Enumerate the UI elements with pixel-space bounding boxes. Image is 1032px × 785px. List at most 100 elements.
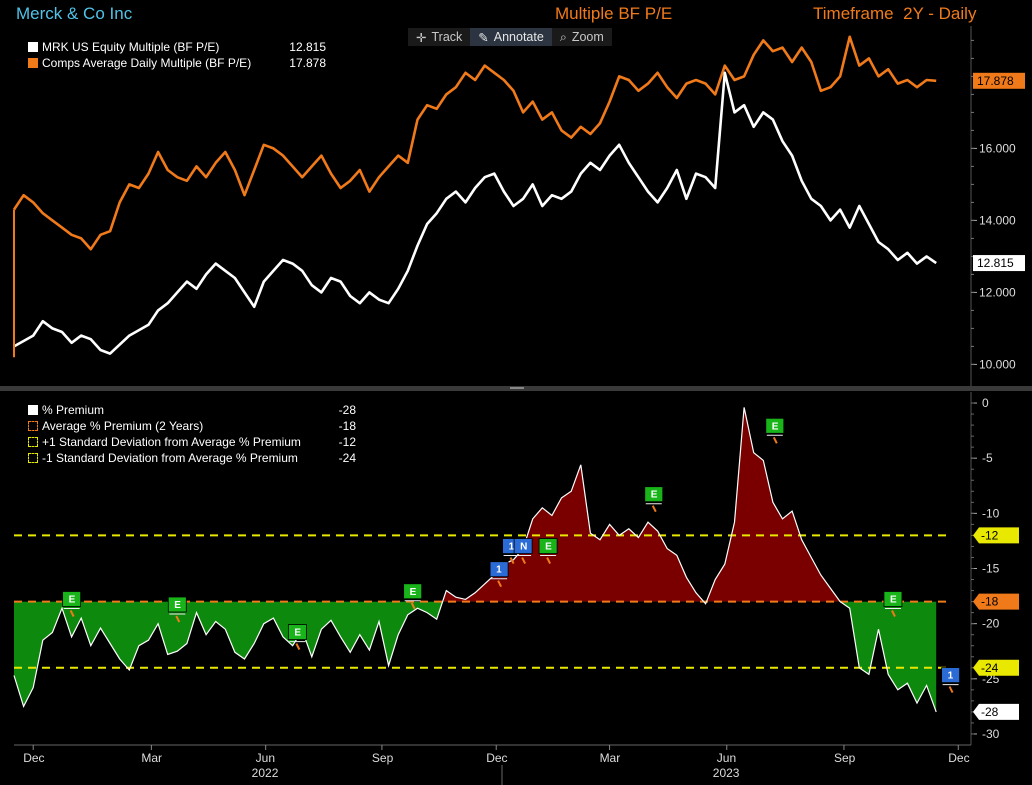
event-marker xyxy=(765,417,785,434)
minus-std-value-text: -24 xyxy=(981,661,999,675)
multiple-selector[interactable]: Multiple BF P/E xyxy=(555,4,672,24)
event-marker-pointer xyxy=(175,615,181,623)
event-marker-pointer xyxy=(521,557,527,564)
premium-line xyxy=(13,407,937,713)
legend-label-merck: MRK US Equity Multiple (BF P/E) xyxy=(42,40,220,54)
legend-swatch-comps xyxy=(28,58,38,68)
legend-premium[interactable]: % Premium -28 xyxy=(28,402,356,418)
event-marker-pointer xyxy=(410,602,416,610)
event-marker-pointer xyxy=(69,610,75,617)
x-month-label: Sep xyxy=(834,751,856,765)
legend-average[interactable]: Average % Premium (2 Years) -18 xyxy=(28,418,356,434)
event-marker xyxy=(403,583,423,600)
event-marker-pointer xyxy=(948,686,954,694)
bottom-ytick-label: -20 xyxy=(982,617,1000,631)
x-month-label: Dec xyxy=(23,751,44,765)
bottom-ytick-label: -5 xyxy=(982,451,993,465)
premium-area-above-average xyxy=(442,407,841,602)
legend-value-minus-std: -24 xyxy=(338,451,356,465)
legend-value-average: -18 xyxy=(338,419,356,433)
comps-multiple-line xyxy=(12,35,937,251)
legend-label-comps: Comps Average Daily Multiple (BF P/E) xyxy=(42,56,252,70)
legend-swatch-minus-std xyxy=(28,453,38,463)
event-marker-label: 1 xyxy=(948,671,954,682)
event-marker-label: 1 xyxy=(496,565,502,576)
magnifier-icon: ⌕ xyxy=(559,29,567,44)
legend-merck[interactable]: MRK US Equity Multiple (BF P/E) 12.815 xyxy=(28,39,326,55)
event-marker xyxy=(513,538,533,554)
top-ytick-label: 12.000 xyxy=(979,285,1016,299)
x-month-label: Dec xyxy=(486,751,507,765)
legend-swatch-merck xyxy=(28,42,38,52)
x-month-label: Mar xyxy=(141,751,162,765)
crosshair-icon: ✛ xyxy=(416,30,427,45)
event-marker-label: E xyxy=(890,594,897,605)
event-marker-label: E xyxy=(174,600,181,611)
timeframe-label: Timeframe xyxy=(813,4,894,23)
track-button[interactable]: ✛ Track xyxy=(408,28,470,46)
annotate-label: Annotate xyxy=(493,30,544,44)
comps-last-value-text: 17.878 xyxy=(977,74,1014,88)
x-month-label: Sep xyxy=(372,751,394,765)
x-month-label: Jun xyxy=(717,751,736,765)
annotate-button[interactable]: ✎ Annotate xyxy=(470,28,552,46)
bottom-ytick-label: -15 xyxy=(982,562,1000,576)
event-marker-label: 1 xyxy=(509,542,515,553)
panel-resize-handle xyxy=(510,387,524,389)
event-marker-label: E xyxy=(545,542,552,553)
event-marker xyxy=(287,624,307,640)
event-marker-pointer xyxy=(891,610,896,617)
top-ytick-label: 16.000 xyxy=(979,141,1016,155)
legend-swatch-average xyxy=(28,421,38,431)
event-marker-label: E xyxy=(651,490,658,501)
premium-area-below-average xyxy=(14,601,937,712)
event-marker xyxy=(167,596,187,613)
merck-last-value-text: 12.815 xyxy=(977,256,1014,270)
multiple-label: Multiple xyxy=(555,4,614,23)
event-marker xyxy=(883,591,903,607)
event-marker xyxy=(489,561,509,578)
premium-last-value-box xyxy=(973,703,1019,720)
top-ytick-label: 14.000 xyxy=(979,213,1016,227)
comps-last-value-box xyxy=(973,72,1025,89)
event-marker-label: E xyxy=(69,594,76,605)
x-month-label: Mar xyxy=(600,751,621,765)
timeframe-value: 2Y - Daily xyxy=(903,4,977,23)
merck-last-value-box xyxy=(973,255,1025,272)
legend-label-plus-std: +1 Standard Deviation from Average % Pre… xyxy=(42,435,301,449)
event-marker-label: E xyxy=(294,628,301,639)
plus-std-value-text: -12 xyxy=(981,528,999,542)
bottom-legend: % Premium -28 Average % Premium (2 Years… xyxy=(28,402,356,466)
event-marker-pointer xyxy=(509,557,515,564)
legend-swatch-premium xyxy=(28,405,38,415)
legend-value-merck: 12.815 xyxy=(289,40,326,54)
event-marker-pointer xyxy=(546,557,551,564)
zoom-label: Zoom xyxy=(571,30,604,44)
top-ytick-label: 10.000 xyxy=(979,357,1016,371)
multiple-value: BF P/E xyxy=(618,4,673,23)
minus-std-value-box xyxy=(973,659,1019,676)
event-marker-pointer xyxy=(295,643,301,651)
legend-label-minus-std: -1 Standard Deviation from Average % Pre… xyxy=(42,451,298,465)
x-month-label: Dec xyxy=(948,751,969,765)
event-marker-pointer xyxy=(772,436,778,444)
legend-value-plus-std: -12 xyxy=(338,435,356,449)
event-marker xyxy=(538,538,558,554)
plus-std-value-box xyxy=(973,527,1019,544)
bottom-ytick-label: -10 xyxy=(982,506,1000,520)
event-marker-pointer xyxy=(651,505,657,513)
legend-comps[interactable]: Comps Average Daily Multiple (BF P/E) 17… xyxy=(28,55,326,71)
timeframe-selector[interactable]: Timeframe 2Y - Daily xyxy=(813,4,976,24)
bottom-ytick-label: 0 xyxy=(982,396,989,410)
legend-minus-std[interactable]: -1 Standard Deviation from Average % Pre… xyxy=(28,450,356,466)
zoom-button[interactable]: ⌕ Zoom xyxy=(552,28,612,46)
security-title[interactable]: Merck & Co Inc xyxy=(16,4,133,23)
legend-swatch-plus-std xyxy=(28,437,38,447)
premium-last-value-text: -28 xyxy=(981,705,999,719)
event-marker-label: E xyxy=(772,421,779,432)
legend-plus-std[interactable]: +1 Standard Deviation from Average % Pre… xyxy=(28,434,356,450)
event-marker xyxy=(941,667,960,684)
legend-label-premium: % Premium xyxy=(42,403,105,417)
